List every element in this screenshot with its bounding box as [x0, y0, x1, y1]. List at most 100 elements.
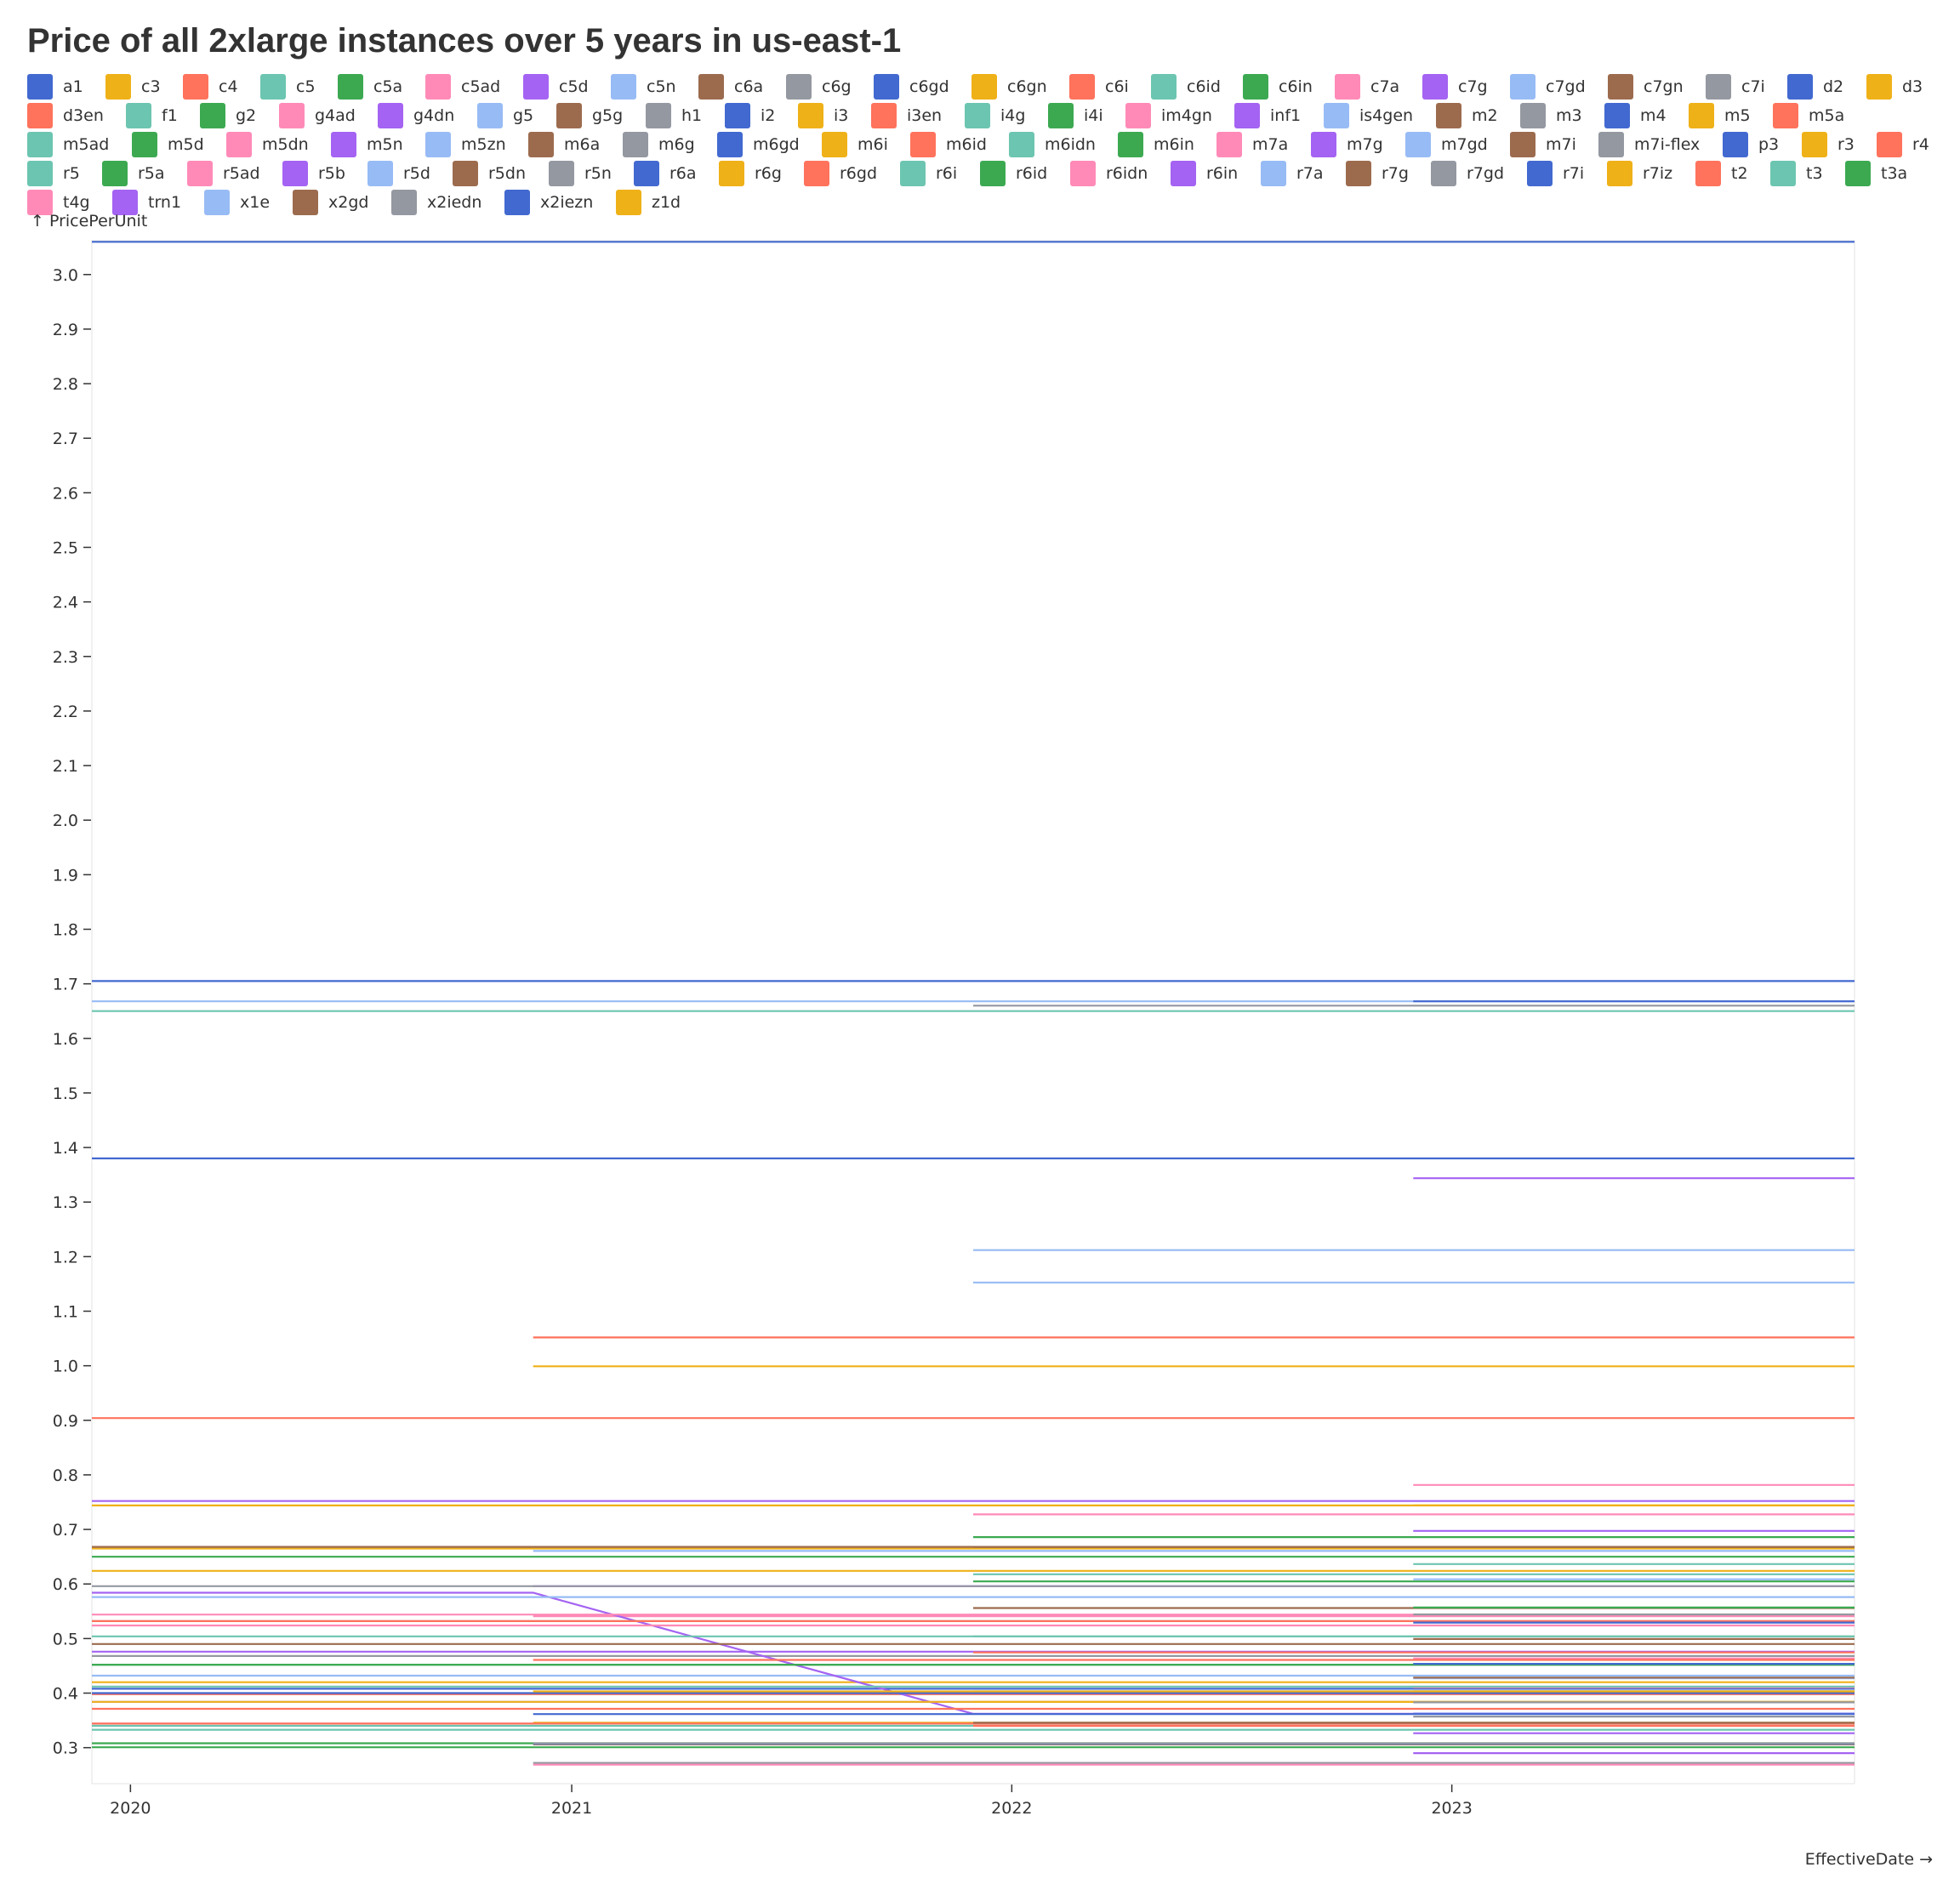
legend-item: i3en [871, 102, 942, 128]
legend-label: m6i [858, 134, 888, 154]
legend-swatch [1773, 102, 1798, 128]
legend-swatch [698, 73, 724, 100]
legend-swatch [556, 102, 582, 128]
legend-label: m3 [1556, 105, 1582, 125]
legend-label: c7g [1458, 77, 1488, 96]
legend-swatch [1689, 102, 1714, 128]
legend-label: i2 [761, 105, 776, 125]
legend-label: m5zn [461, 134, 506, 154]
legend-swatch [27, 131, 53, 157]
legend-label: m5d [168, 134, 204, 154]
legend-item: c6gn [971, 73, 1047, 100]
legend-swatch [293, 189, 318, 215]
legend-item: i4i [1048, 102, 1103, 128]
legend-label: m7i [1546, 134, 1576, 154]
legend-item: c5a [338, 73, 402, 100]
legend-item: r7iz [1607, 160, 1672, 186]
legend-label: t3a [1881, 163, 1908, 183]
legend-label: r6id [1016, 163, 1048, 183]
legend-swatch [27, 102, 53, 128]
legend-label: i3en [907, 105, 943, 125]
legend-swatch [331, 131, 356, 157]
legend-item: m2 [1436, 102, 1498, 128]
legend-swatch [1598, 131, 1624, 157]
legend-item: d2 [1787, 73, 1843, 100]
legend-swatch [453, 160, 478, 186]
legend-swatch [1216, 131, 1242, 157]
legend-swatch [874, 73, 899, 100]
legend-item: m5ad [27, 131, 109, 157]
legend-item: c5n [611, 73, 676, 100]
legend-label: r6a [669, 163, 697, 183]
legend-label: m7i-flex [1634, 134, 1701, 154]
legend-item: c6g [786, 73, 852, 100]
legend-item: c5 [260, 73, 316, 100]
legend-swatch [1527, 160, 1553, 186]
legend-item: r6in [1171, 160, 1238, 186]
legend-item: c6in [1243, 73, 1313, 100]
legend-label: r5b [318, 163, 345, 183]
legend-item: c7i [1706, 73, 1765, 100]
legend-swatch [260, 73, 286, 100]
legend-label: m7g [1347, 134, 1383, 154]
legend-item: c5d [523, 73, 589, 100]
legend-label: d3en [63, 105, 104, 125]
legend-label: m7a [1252, 134, 1289, 154]
x-axis-label: EffectiveDate → [1805, 1850, 1933, 1869]
legend-swatch [183, 73, 208, 100]
legend-label: r5d [403, 163, 430, 183]
legend-item: m6i [822, 131, 888, 157]
legend-label: m5a [1809, 105, 1845, 125]
legend-swatch [1431, 160, 1456, 186]
legend-label: t2 [1731, 163, 1748, 183]
legend-swatch [226, 131, 252, 157]
legend-label: c6i [1105, 77, 1129, 96]
legend-swatch [1608, 73, 1633, 100]
y-tick-label: 1.0 [53, 1358, 78, 1376]
legend-item: c7g [1422, 73, 1488, 100]
legend-swatch [1520, 102, 1546, 128]
y-tick-label: 2.8 [53, 375, 78, 394]
legend-swatch [1510, 73, 1536, 100]
legend-label: f1 [162, 105, 178, 125]
legend-swatch [910, 131, 936, 157]
legend-item: m7g [1311, 131, 1383, 157]
y-tick-label: 1.1 [53, 1303, 78, 1322]
legend-label: i4g [1000, 105, 1026, 125]
y-tick-label: 2.9 [53, 321, 78, 339]
legend-swatch [719, 160, 744, 186]
legend-swatch [204, 189, 230, 215]
legend-swatch [646, 102, 671, 128]
legend-item: x2gd [293, 189, 368, 215]
y-tick-label: 1.2 [53, 1248, 78, 1267]
y-tick-label: 2.1 [53, 757, 78, 776]
legend-item: m6g [623, 131, 695, 157]
legend-swatch [1770, 160, 1796, 186]
x-tick-label: 2020 [110, 1799, 151, 1818]
legend-item: z1d [616, 189, 681, 215]
x-tick-label: 2021 [551, 1799, 592, 1818]
legend-label: z1d [652, 192, 681, 212]
legend-item: m6gd [717, 131, 800, 157]
legend-item: g4dn [378, 102, 454, 128]
legend-label: r7i [1563, 163, 1585, 183]
legend-item: c6gd [874, 73, 949, 100]
legend-item: c7a [1335, 73, 1399, 100]
legend-item: m6a [528, 131, 600, 157]
y-tick-label: 1.9 [53, 866, 78, 885]
legend-label: r6idn [1106, 163, 1148, 183]
legend-label: r6in [1206, 163, 1239, 183]
legend-swatch [786, 73, 812, 100]
legend-item: t4g [27, 189, 90, 215]
legend-label: a1 [63, 77, 83, 96]
legend-label: c5 [296, 77, 316, 96]
legend-item: i2 [725, 102, 775, 128]
legend-label: c6a [734, 77, 764, 96]
legend-swatch [611, 73, 636, 100]
legend-item: c4 [183, 73, 238, 100]
legend-item: m5dn [226, 131, 309, 157]
legend-swatch [27, 189, 53, 215]
legend-swatch [623, 131, 648, 157]
legend-label: g2 [236, 105, 257, 125]
legend-label: c6in [1279, 77, 1313, 96]
